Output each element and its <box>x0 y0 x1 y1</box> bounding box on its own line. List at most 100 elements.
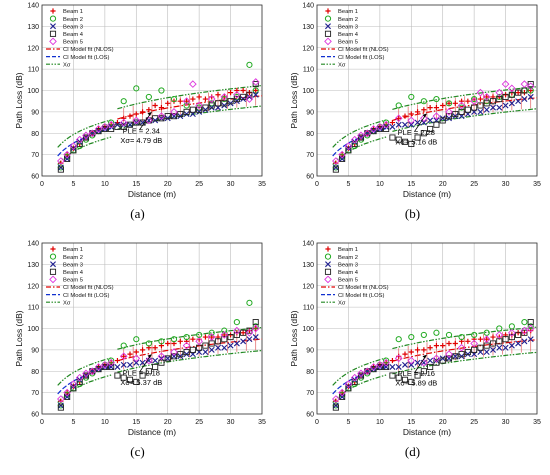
legend-marker <box>50 261 56 268</box>
x-tick-label: 5 <box>71 181 75 188</box>
data-point <box>57 404 64 411</box>
legend-label: Xσ <box>338 300 346 306</box>
chart-svg: 0 5 10 15 20 25 30 35 60 70 80 90 100 110 120 130 140 Dis… <box>14 3 266 200</box>
x-tick-label: 20 <box>439 419 447 426</box>
data-point <box>120 374 127 381</box>
data-point <box>246 327 253 334</box>
x-tick-label: 10 <box>101 181 109 188</box>
data-point <box>252 87 259 94</box>
data-point <box>332 395 340 403</box>
data-point <box>370 366 377 373</box>
data-point <box>370 366 377 373</box>
x-axis-label: Distance (m) <box>403 427 451 437</box>
x-tick-label: 0 <box>315 419 319 426</box>
legend-label: Beam 4 <box>338 270 359 276</box>
data-point <box>339 393 346 400</box>
data-point <box>389 119 396 126</box>
data-point <box>420 114 428 123</box>
data-point <box>383 363 390 371</box>
legend-label: Beam 2 <box>338 255 358 261</box>
data-point <box>170 336 178 343</box>
y-tick-label: 130 <box>302 262 314 269</box>
data-point <box>240 330 246 336</box>
data-point <box>440 343 446 349</box>
chart-panel-1: 0 5 10 15 20 25 30 35 60 70 80 90 100 110 120 130 140 Dis… <box>0 0 275 237</box>
data-point <box>357 372 365 379</box>
shadow-bound-lower-los <box>332 374 387 403</box>
shadow-bound-upper-los <box>57 357 112 386</box>
y-tick-label: 100 <box>302 88 314 95</box>
data-point <box>420 368 427 375</box>
data-point <box>70 383 77 390</box>
data-point <box>395 102 402 109</box>
data-point <box>251 78 260 86</box>
legend-marker <box>325 246 331 252</box>
data-point <box>339 393 346 400</box>
data-point <box>120 342 127 349</box>
data-point <box>521 96 528 103</box>
data-point <box>126 376 134 383</box>
data-point <box>445 355 453 362</box>
data-point <box>121 115 127 121</box>
data-point <box>139 372 146 379</box>
data-point <box>145 93 152 101</box>
data-point <box>177 98 183 104</box>
data-point <box>351 138 358 145</box>
data-point <box>233 95 240 103</box>
data-point <box>221 336 228 343</box>
data-point <box>76 376 83 383</box>
data-point <box>221 95 228 103</box>
legend-marker <box>325 261 331 268</box>
data-point <box>383 125 390 133</box>
data-point <box>240 93 247 100</box>
data-point <box>183 108 190 115</box>
data-point <box>358 372 364 379</box>
data-point <box>414 347 421 353</box>
data-point <box>202 342 209 349</box>
legend-marker <box>49 268 57 275</box>
sigma-label: Xσ= 5.89 dB <box>395 379 437 388</box>
data-point <box>209 94 215 100</box>
data-point <box>452 353 459 360</box>
legend-marker <box>324 253 332 260</box>
data-point <box>127 351 133 357</box>
data-point <box>170 353 178 360</box>
data-point <box>526 82 535 91</box>
data-point <box>490 346 496 353</box>
legend-label: Beam 1 <box>338 9 358 15</box>
x-tick-label: 0 <box>315 181 319 188</box>
data-point <box>246 90 253 96</box>
data-point <box>452 353 459 360</box>
data-point <box>177 351 184 358</box>
y-tick-label: 90 <box>31 109 39 116</box>
data-point <box>208 104 215 111</box>
arrow-head <box>147 111 152 116</box>
legend-label: Beam 4 <box>63 270 84 276</box>
data-point <box>509 332 515 338</box>
data-point <box>133 349 139 355</box>
x-tick-label: 20 <box>439 181 447 188</box>
x-axis-label: Distance (m) <box>128 427 176 437</box>
y-tick-label: 140 <box>27 241 39 248</box>
data-point <box>420 98 427 105</box>
data-point <box>252 91 259 98</box>
data-point <box>527 87 534 94</box>
data-point <box>521 329 528 336</box>
data-point <box>470 339 478 348</box>
data-point <box>433 105 440 111</box>
data-point <box>408 111 414 117</box>
ple-label: PLE = 2.28 <box>398 128 435 137</box>
chart-panel-3: 0 5 10 15 20 25 30 35 60 70 80 90 100 110 120 130 140 Dis… <box>0 238 275 475</box>
chart-svg: 0 5 10 15 20 25 30 35 60 70 80 90 100 110 120 130 140 Dis… <box>14 241 266 438</box>
data-point <box>332 404 339 411</box>
data-point <box>471 331 478 339</box>
y-tick-label: 130 <box>27 24 39 31</box>
data-point <box>382 358 390 367</box>
legend-label: CI Model fit (NLOS) <box>338 47 389 53</box>
x-tick-label: 35 <box>258 419 266 426</box>
arrow-head <box>422 113 427 118</box>
data-point <box>515 340 522 347</box>
legend-marker <box>49 37 57 46</box>
data-point <box>170 113 178 120</box>
